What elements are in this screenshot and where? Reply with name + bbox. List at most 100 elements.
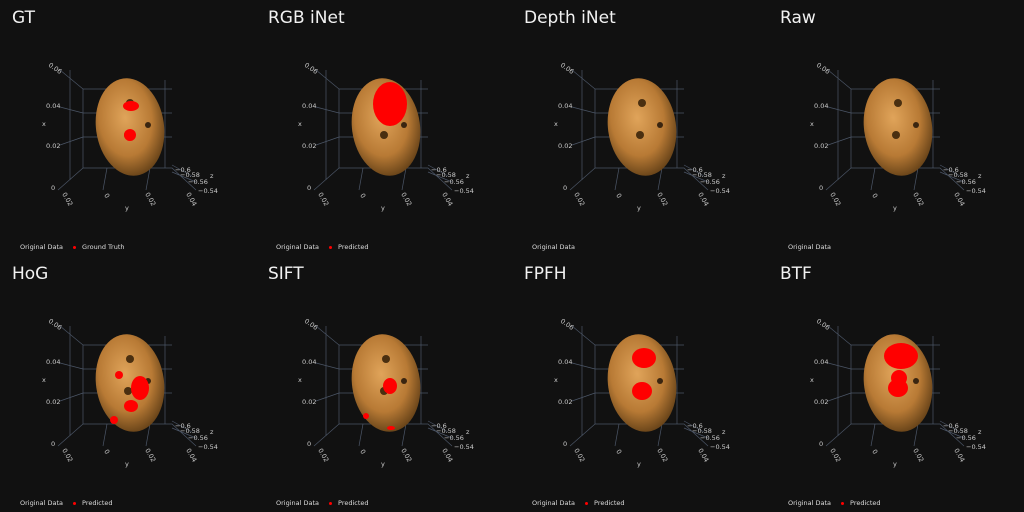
legend-label: Predicted — [338, 243, 369, 251]
legend-item[interactable]: Predicted — [73, 499, 113, 507]
legend-marker — [73, 501, 77, 505]
plot-3d[interactable]: 0.06 0.04 0.02 0 x 0.02 0 0.02 0.04 y −0… — [512, 256, 768, 512]
legend-item[interactable]: Original Data — [20, 243, 63, 251]
legend-label: Original Data — [276, 499, 320, 507]
x-tick: 0.04 — [46, 102, 60, 110]
anomaly-points — [888, 379, 908, 397]
legend-item[interactable]: Predicted — [329, 243, 369, 251]
y-tick: 0.02 — [399, 447, 413, 464]
legend-label: Ground Truth — [82, 243, 125, 251]
y-tick: 0.04 — [184, 191, 198, 208]
x-tick: 0.06 — [47, 317, 63, 332]
legend-label: Original Data — [532, 499, 576, 507]
surface-dent — [401, 378, 407, 384]
plot-3d[interactable]: 0.06 0.04 0.02 0 x 0.02 0 0.02 0.04 y −0… — [256, 0, 512, 256]
legend-item[interactable]: Original Data — [532, 499, 575, 507]
anomaly-points — [632, 348, 656, 368]
z-tick: −0.58 — [692, 171, 712, 179]
plot-title: Depth iNet — [524, 8, 616, 28]
x-tick: 0.06 — [303, 317, 319, 332]
x-tick: 0.04 — [302, 102, 316, 110]
plot-3d[interactable]: 0.06 0.04 0.02 0 x 0.02 0 0.02 0.04 y −0… — [0, 0, 256, 256]
y-tick: 0.04 — [696, 191, 710, 208]
z-tick: −0.6 — [431, 422, 447, 430]
legend-label: Original Data — [20, 499, 64, 507]
plot-title: HoG — [12, 264, 49, 284]
plot-3d[interactable]: 0.06 0.04 0.02 0 x 0.02 0 0.02 0.04 y −0… — [768, 256, 1024, 512]
y-tick: 0.02 — [60, 191, 74, 208]
legend-item[interactable]: Original Data — [788, 243, 831, 251]
surface-dent — [913, 378, 919, 384]
legend[interactable]: Original Data — [788, 243, 831, 251]
legend-item[interactable]: Original Data — [20, 499, 63, 507]
legend-item[interactable]: Original Data — [276, 499, 319, 507]
y-tick: 0 — [614, 448, 623, 456]
x-tick: 0.02 — [302, 142, 316, 150]
legend[interactable]: Original Data Predicted — [276, 499, 369, 507]
surface-dent — [913, 122, 919, 128]
z-tick: −0.58 — [436, 171, 456, 179]
legend-label: Predicted — [338, 499, 369, 507]
legend-marker — [73, 245, 77, 249]
z-tick: −0.56 — [700, 434, 720, 442]
plot-3d[interactable]: 0.06 0.04 0.02 0 x 0.02 0 0.02 0.04 y −0… — [512, 0, 768, 256]
legend-item[interactable]: Original Data — [532, 243, 575, 251]
legend[interactable]: Original Data Predicted — [532, 499, 625, 507]
legend-item[interactable]: Original Data — [788, 499, 831, 507]
surface-dent — [145, 122, 151, 128]
plot-3d[interactable]: 0.06 0.04 0.02 0 x 0.02 0 0.02 0.04 y −0… — [768, 0, 1024, 256]
legend[interactable]: Original Data Predicted — [788, 499, 881, 507]
y-axis-label: y — [637, 204, 641, 212]
surface-dent — [124, 387, 132, 395]
legend[interactable]: Original Data Predicted — [276, 243, 369, 251]
point-cloud-original — [607, 78, 677, 176]
x-tick: 0 — [51, 184, 55, 192]
z-tick: −0.58 — [692, 427, 712, 435]
y-tick: 0.04 — [440, 447, 454, 464]
legend-item[interactable]: Ground Truth — [73, 243, 124, 251]
legend-item[interactable]: Original Data — [276, 243, 319, 251]
y-tick: 0.02 — [572, 447, 586, 464]
anomaly-points — [632, 382, 652, 400]
y-tick: 0 — [102, 448, 111, 456]
plot-title: BTF — [780, 264, 812, 284]
surface-dent — [894, 99, 902, 107]
legend[interactable]: Original Data Ground Truth — [20, 243, 124, 251]
x-tick: 0.04 — [46, 358, 60, 366]
x-tick: 0.02 — [302, 398, 316, 406]
legend-item[interactable]: Predicted — [841, 499, 881, 507]
y-axis-label: y — [893, 460, 897, 468]
legend[interactable]: Original Data Predicted — [20, 499, 113, 507]
y-axis-label: y — [637, 460, 641, 468]
anomaly-points — [110, 416, 118, 424]
y-tick: 0.02 — [316, 447, 330, 464]
plot-3d[interactable]: 0.06 0.04 0.02 0 x 0.02 0 0.02 0.04 y −0… — [0, 256, 256, 512]
x-tick: 0.04 — [558, 358, 572, 366]
x-tick: 0.02 — [558, 398, 572, 406]
x-tick: 0 — [307, 184, 311, 192]
y-tick: 0.02 — [143, 191, 157, 208]
x-tick: 0.04 — [302, 358, 316, 366]
legend-item[interactable]: Predicted — [585, 499, 625, 507]
y-axis-label: y — [125, 460, 129, 468]
y-tick: 0.02 — [143, 447, 157, 464]
plot-3d[interactable]: 0.06 0.04 0.02 0 x 0.02 0 0.02 0.04 y −0… — [256, 256, 512, 512]
anomaly-points — [373, 82, 407, 126]
z-axis-label: z — [722, 172, 726, 180]
anomaly-points — [363, 413, 369, 419]
z-tick: −0.58 — [180, 427, 200, 435]
y-tick: 0.02 — [911, 191, 925, 208]
y-tick: 0.02 — [572, 191, 586, 208]
plot-panel: Raw 0.06 0.04 0.02 0 x 0.02 0 0.02 0.04 … — [768, 0, 1024, 256]
z-tick: −0.58 — [436, 427, 456, 435]
legend-item[interactable]: Predicted — [329, 499, 369, 507]
surface-dent — [380, 131, 388, 139]
plot-panel: FPFH 0.06 0.04 0.02 0 x 0.02 0 0.02 0.04… — [512, 256, 768, 512]
y-tick: 0.04 — [952, 191, 966, 208]
surface-dent — [126, 355, 134, 363]
y-tick: 0.02 — [399, 191, 413, 208]
x-axis-label: x — [810, 120, 814, 128]
legend[interactable]: Original Data — [532, 243, 575, 251]
z-tick: −0.6 — [687, 166, 703, 174]
